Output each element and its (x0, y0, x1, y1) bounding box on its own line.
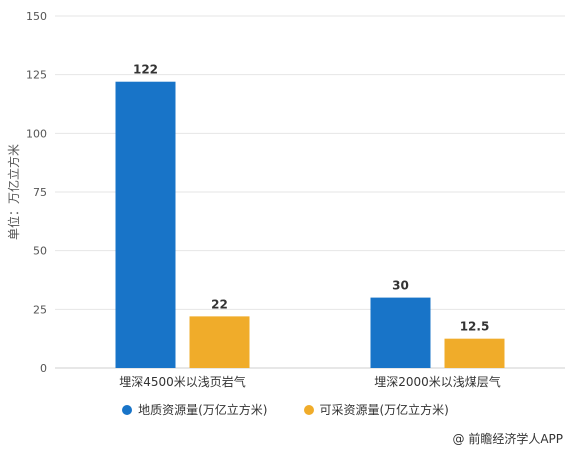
y-tick-label: 150 (26, 10, 47, 23)
y-tick-label: 125 (26, 69, 47, 82)
y-tick-label: 0 (40, 362, 47, 375)
data-label: 12.5 (460, 320, 490, 334)
y-axis-ticks: 0 25 50 75 100 125 150 (26, 10, 47, 375)
y-tick-label: 75 (33, 186, 47, 199)
bar[interactable] (444, 338, 505, 368)
y-axis-label: 单位：万亿立方米 (6, 144, 21, 240)
data-label: 30 (392, 279, 409, 293)
y-tick-label: 25 (33, 303, 47, 316)
bar[interactable] (115, 81, 176, 368)
legend-label-geological: 地质资源量(万亿立方米) (138, 403, 268, 417)
legend: 地质资源量(万亿立方米) 可采资源量(万亿立方米) (0, 401, 571, 418)
y-tick-label: 100 (26, 127, 47, 140)
x-category-label: 埋深2000米以浅煤层气 (374, 374, 501, 389)
data-label: 22 (211, 297, 228, 311)
legend-item-recoverable[interactable]: 可采资源量(万亿立方米) (303, 401, 449, 418)
bar-chart: 0 25 50 75 100 125 150 122 22 30 12.5 埋深4500米以浅页岩… (6, 10, 565, 389)
bars (115, 81, 505, 368)
source-credit: @ 前瞻经济学人APP (452, 432, 564, 446)
y-tick-label: 50 (33, 245, 47, 258)
category-labels: 埋深4500米以浅页岩气 埋深2000米以浅煤层气 (119, 374, 501, 389)
legend-label-recoverable: 可采资源量(万亿立方米) (319, 403, 449, 417)
x-category-label: 埋深4500米以浅页岩气 (119, 374, 246, 389)
bar[interactable] (370, 297, 431, 368)
data-labels: 122 22 30 12.5 (133, 63, 489, 334)
data-label: 122 (133, 63, 158, 77)
legend-swatch-recoverable (303, 404, 314, 415)
legend-item-geological[interactable]: 地质资源量(万亿立方米) (122, 401, 268, 418)
legend-swatch-geological (122, 404, 133, 415)
bar[interactable] (189, 316, 250, 368)
